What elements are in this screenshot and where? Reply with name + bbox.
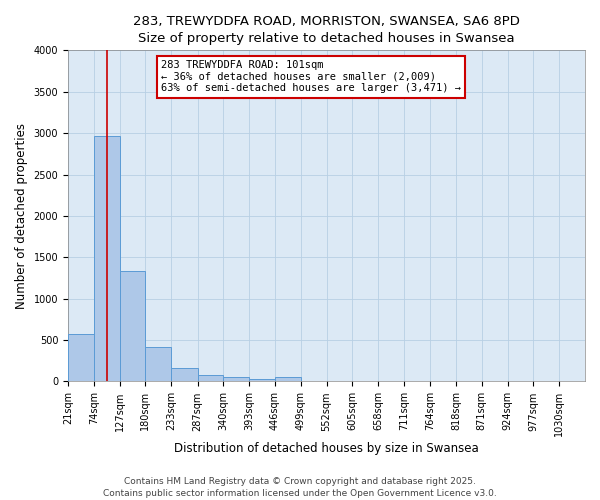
Text: Contains HM Land Registry data © Crown copyright and database right 2025.
Contai: Contains HM Land Registry data © Crown c… (103, 476, 497, 498)
Title: 283, TREWYDDFA ROAD, MORRISTON, SWANSEA, SA6 8PD
Size of property relative to de: 283, TREWYDDFA ROAD, MORRISTON, SWANSEA,… (133, 15, 520, 45)
Bar (197, 375, 223, 382)
Text: 283 TREWYDDFA ROAD: 101sqm
← 36% of detached houses are smaller (2,009)
63% of s: 283 TREWYDDFA ROAD: 101sqm ← 36% of deta… (161, 60, 461, 94)
Bar (145, 346, 171, 382)
Bar (171, 368, 197, 382)
Y-axis label: Number of detached properties: Number of detached properties (15, 123, 28, 309)
Bar (249, 380, 275, 382)
Bar (275, 378, 301, 382)
X-axis label: Distribution of detached houses by size in Swansea: Distribution of detached houses by size … (174, 442, 479, 455)
Bar (119, 272, 145, 382)
Bar (68, 334, 94, 382)
Bar (94, 136, 119, 382)
Bar (223, 378, 249, 382)
